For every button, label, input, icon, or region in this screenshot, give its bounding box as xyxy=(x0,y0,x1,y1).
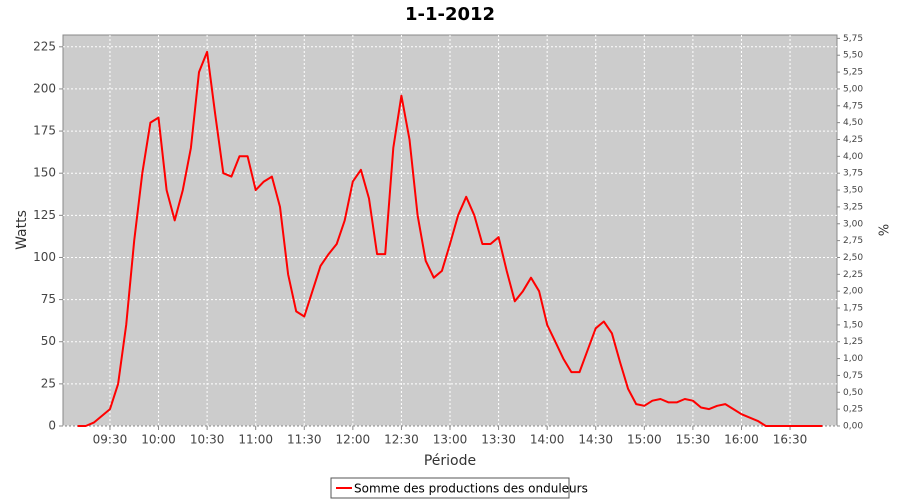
y2-tick-label: 0,25 xyxy=(843,405,863,415)
x-axis-label: Période xyxy=(424,453,476,469)
x-tick-label: 11:00 xyxy=(238,433,273,447)
x-tick-label: 09:30 xyxy=(93,433,128,447)
y2-tick-label: 2,50 xyxy=(843,253,863,263)
x-tick-label: 10:30 xyxy=(190,433,225,447)
x-tick-label: 14:00 xyxy=(530,433,565,447)
y-tick-label: 50 xyxy=(41,334,56,348)
x-tick-label: 16:30 xyxy=(773,433,808,447)
y2-tick-label: 3,00 xyxy=(843,219,863,229)
series-line xyxy=(77,50,823,427)
x-tick-label: 13:00 xyxy=(433,433,468,447)
y2-tick-label: 1,50 xyxy=(843,320,863,330)
y2-tick-label: 1,75 xyxy=(843,304,863,314)
x-tick-label: 13:30 xyxy=(481,433,516,447)
y2-tick-label: 0,00 xyxy=(843,422,863,432)
y-tick-label: 175 xyxy=(33,124,56,138)
y-tick-label: 25 xyxy=(41,376,56,390)
y-tick-label: 225 xyxy=(33,39,56,53)
x-tick-label: 11:30 xyxy=(287,433,322,447)
y2-tick-label: 2,00 xyxy=(843,287,863,297)
x-tick-label: 14:30 xyxy=(578,433,613,447)
x-tick-label: 16:00 xyxy=(724,433,759,447)
x-tick-label: 10:00 xyxy=(141,433,176,447)
y2-tick-label: 0,50 xyxy=(843,388,863,398)
y2-tick-label: 4,50 xyxy=(843,118,863,128)
y2-tick-label: 1,00 xyxy=(843,354,863,364)
x-tick-label: 15:30 xyxy=(676,433,711,447)
y-axis-label: Watts xyxy=(14,210,30,250)
y2-tick-label: 0,75 xyxy=(843,371,863,381)
x-tick-label: 12:30 xyxy=(384,433,419,447)
y2-tick-label: 2,75 xyxy=(843,236,863,246)
y2-tick-label: 1,25 xyxy=(843,337,863,347)
legend xyxy=(330,477,570,499)
y-tick-label: 0 xyxy=(48,419,56,433)
y2-tick-label: 4,75 xyxy=(843,101,863,111)
y-tick-label: 200 xyxy=(33,81,56,95)
y-tick-label: 125 xyxy=(33,208,56,222)
y-tick-label: 75 xyxy=(41,292,56,306)
y2-tick-label: 4,00 xyxy=(843,152,863,162)
y2-tick-label: 2,25 xyxy=(843,270,863,280)
y2-tick-label: 5,50 xyxy=(843,51,863,61)
y2-axis-label: % xyxy=(875,224,890,236)
y-tick-label: 100 xyxy=(33,250,56,264)
y2-tick-label: 5,25 xyxy=(843,68,863,78)
x-tick-label: 15:00 xyxy=(627,433,662,447)
y-tick-label: 150 xyxy=(33,166,56,180)
y2-tick-label: 4,25 xyxy=(843,135,863,145)
x-tick-label: 12:00 xyxy=(336,433,371,447)
y2-tick-label: 5,00 xyxy=(843,84,863,94)
y2-tick-label: 5,75 xyxy=(843,34,863,44)
y2-tick-label: 3,50 xyxy=(843,186,863,196)
y2-tick-label: 3,25 xyxy=(843,202,863,212)
chart-title: 1-1-2012 xyxy=(405,4,495,25)
y2-tick-label: 3,75 xyxy=(843,169,863,179)
legend-label: Somme des productions des onduleurs xyxy=(354,482,588,496)
